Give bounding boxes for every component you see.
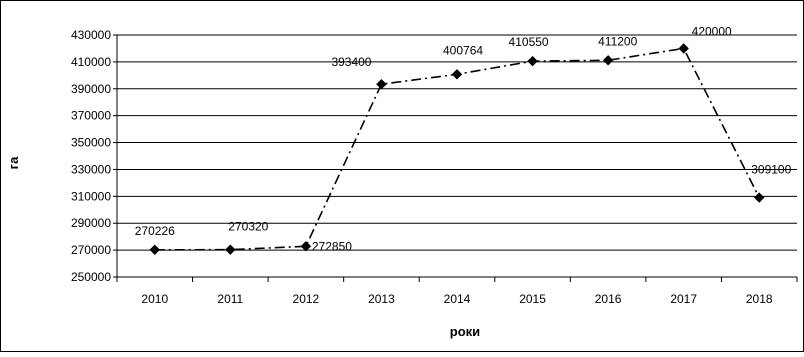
data-point-2010 — [149, 244, 160, 256]
data-label-2015: 410550 — [509, 35, 549, 49]
data-point-2014 — [451, 69, 463, 80]
y-tick-label-250000: 250000 — [71, 270, 111, 284]
data-label-2013: 393400 — [331, 55, 371, 69]
y-axis-title: га — [6, 156, 21, 169]
y-tick-label-370000: 370000 — [71, 109, 111, 123]
data-label-2014: 400764 — [443, 43, 483, 57]
data-point-2016 — [602, 55, 614, 66]
data-point-2011 — [225, 244, 236, 255]
series-markers — [149, 43, 765, 256]
data-label-2017: 420000 — [692, 24, 732, 38]
x-tick-label-2018: 2018 — [746, 292, 773, 306]
x-tick-label-2016: 2016 — [595, 292, 622, 306]
x-tick-label-2017: 2017 — [670, 292, 697, 306]
x-axis-title: роки — [450, 324, 480, 339]
x-tick-label-2012: 2012 — [293, 292, 320, 306]
y-tick-label-430000: 430000 — [71, 28, 111, 42]
data-point-2012 — [300, 241, 312, 252]
data-label-2016: 411200 — [598, 34, 637, 48]
y-tick-label-330000: 330000 — [71, 162, 111, 176]
y-tick-label-310000: 310000 — [71, 189, 111, 203]
y-tick-label-410000: 410000 — [71, 55, 111, 69]
y-tick-label-390000: 390000 — [71, 82, 111, 96]
data-point-2017 — [678, 43, 689, 54]
x-tick-label-2014: 2014 — [444, 292, 471, 306]
y-tick-label-290000: 290000 — [71, 216, 111, 230]
y-tick-label-270000: 270000 — [71, 243, 111, 257]
y-tick-label-350000: 350000 — [71, 136, 111, 150]
x-tick-label-2010: 2010 — [141, 292, 168, 306]
y-tick-labels: 250000 270000 290000 310000 330000 350000 3700… — [71, 28, 111, 284]
data-label-2010: 270226 — [135, 224, 175, 238]
x-tick-label-2013: 2013 — [368, 292, 395, 306]
x-tick-labels: 2010 2011 2012 2013 2014 2015 2016 2017 2018 — [141, 292, 772, 306]
axes — [113, 34, 798, 282]
x-tick-label-2015: 2015 — [519, 292, 546, 306]
data-point-2013 — [376, 78, 387, 90]
data-label-2012: 272850 — [312, 239, 352, 253]
x-tick-label-2011: 2011 — [217, 292, 243, 306]
data-point-2018 — [754, 192, 765, 203]
data-label-2011: 270320 — [228, 220, 268, 234]
data-labels: 270226 270320 272850 393400 400764 410550 4112… — [135, 24, 792, 253]
data-point-2015 — [527, 55, 538, 67]
data-label-2018: 309100 — [751, 163, 791, 177]
